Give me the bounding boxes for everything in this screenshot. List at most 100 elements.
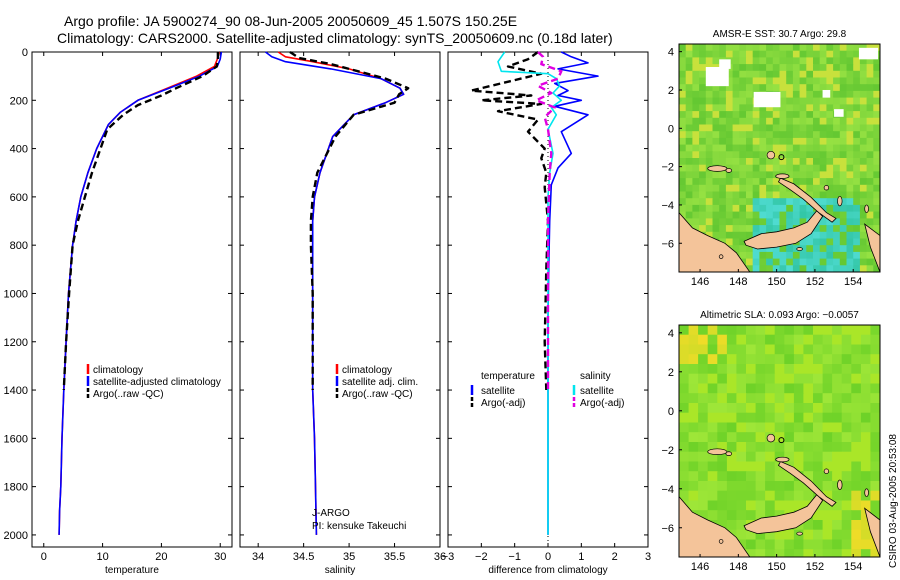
sst-map-cell <box>799 171 807 179</box>
sst-map-cell <box>746 164 754 172</box>
sla-map-cell <box>793 451 805 462</box>
sst-map-cell <box>792 117 801 126</box>
sst-map-cell <box>766 204 774 213</box>
sst-map-cell <box>846 265 854 272</box>
diff-legend-label: Argo(-adj) <box>580 398 624 409</box>
sst-map-cell <box>839 225 848 233</box>
sst-map-cell <box>866 178 874 186</box>
sla-map-cell <box>688 451 699 462</box>
sla-map-cell <box>755 373 766 384</box>
sst-map-cell <box>859 104 868 112</box>
sla-map-cell <box>746 334 757 345</box>
sla-map-cell <box>841 481 852 492</box>
sst-map-cell <box>779 84 787 92</box>
sla-map-cell <box>813 393 824 404</box>
sst-map-cell <box>739 124 747 132</box>
sst-map-cell <box>859 178 868 186</box>
sst-map-cell <box>779 251 787 260</box>
diff-legend-label: satellite <box>481 386 515 397</box>
sla-map-cell <box>822 442 833 453</box>
sst-map-cell <box>725 97 734 105</box>
sla-map-cell <box>851 510 862 521</box>
sla-map-cell <box>870 383 880 394</box>
temperature-xtick-label: 10 <box>96 551 108 563</box>
sla-map-cell <box>698 373 709 384</box>
sst-map-cell <box>866 104 874 112</box>
difference-xlabel: difference from climatology <box>488 565 607 576</box>
sst-map-cell <box>799 84 807 92</box>
sla-map-cell <box>860 422 872 433</box>
sst-map-cell <box>705 50 714 58</box>
diff-legend-label: Argo(-adj) <box>481 398 525 409</box>
diff-legend-salinity-title: salinity <box>580 371 611 382</box>
sla-map-cell <box>755 334 766 345</box>
sla-map-cell <box>870 500 880 511</box>
sla-map-cell <box>822 549 833 557</box>
sst-map-cell <box>880 272 887 279</box>
sla-map-cell <box>841 334 852 345</box>
sst-map-cell <box>859 191 868 199</box>
sst-map-cell <box>699 111 707 119</box>
sla-map-cell <box>803 471 814 482</box>
sla-map-cell <box>851 403 862 414</box>
sst-map-cell <box>705 111 714 119</box>
sst-map-cell <box>705 144 714 152</box>
sst-map-cell <box>819 151 827 159</box>
sst-map-cell <box>685 151 693 159</box>
sst-map-cell <box>685 104 693 112</box>
sla-map-cell <box>803 364 814 375</box>
sst-map-cell <box>759 245 767 253</box>
sst-map-cell <box>739 184 747 193</box>
sst-map-cell <box>725 151 734 159</box>
sla-map-cell <box>707 334 718 345</box>
sst-map-cell <box>732 104 740 112</box>
sla-map-cell <box>755 539 766 550</box>
sst-map-cell <box>732 137 740 146</box>
sla-map-cell <box>755 422 766 433</box>
sst-map-cell <box>799 124 807 132</box>
sst-map-cell <box>712 158 720 166</box>
sst-map-cell <box>739 117 747 126</box>
sla-map-cell <box>688 344 699 355</box>
sla-map-cell <box>736 432 747 443</box>
sst-map-cell <box>880 198 887 205</box>
sst-map-cell <box>712 90 720 99</box>
sst-map-cell <box>739 57 747 65</box>
sst-map-cell <box>685 178 693 186</box>
sst-map-cell <box>799 50 807 58</box>
sst-map-cell <box>806 117 814 126</box>
sst-map-cell <box>779 211 787 219</box>
sla-map-cell <box>755 549 766 557</box>
sst-map-cell <box>866 245 874 253</box>
sla-map-cell <box>841 354 852 365</box>
sst-map-cell <box>705 218 714 226</box>
sst-map-cell <box>799 90 807 99</box>
sla-map-cell <box>841 500 852 511</box>
sst-map-cell <box>705 97 714 105</box>
sst-map-cell <box>873 211 880 219</box>
diff-legend-label: satellite <box>580 386 614 397</box>
sst-map-cell <box>772 84 781 92</box>
sla-map-cell <box>832 539 843 550</box>
sst-map-cell <box>826 77 834 85</box>
sla-map-cell <box>822 403 833 414</box>
sst-map-cell <box>846 77 854 85</box>
sst-map-cell <box>685 64 693 72</box>
sst-map-cell <box>806 57 814 65</box>
sla-map-cell <box>679 344 690 355</box>
sla-map-cell <box>851 481 862 492</box>
sla-map-cell <box>822 344 833 355</box>
cloud-gap <box>753 91 781 108</box>
sst-map-cell <box>725 70 734 79</box>
sst-map-cell <box>752 104 760 112</box>
sst-map-cell <box>853 44 861 52</box>
sla-map-cell <box>813 510 824 521</box>
sst-map-cell <box>873 90 880 99</box>
sst-map-cell <box>859 171 868 179</box>
sla-map-cell <box>726 334 738 345</box>
sst-map-cell <box>866 184 874 193</box>
sst-map-cell <box>772 70 781 79</box>
sla-map-cell <box>832 344 843 355</box>
sst-map-cell <box>873 272 880 279</box>
